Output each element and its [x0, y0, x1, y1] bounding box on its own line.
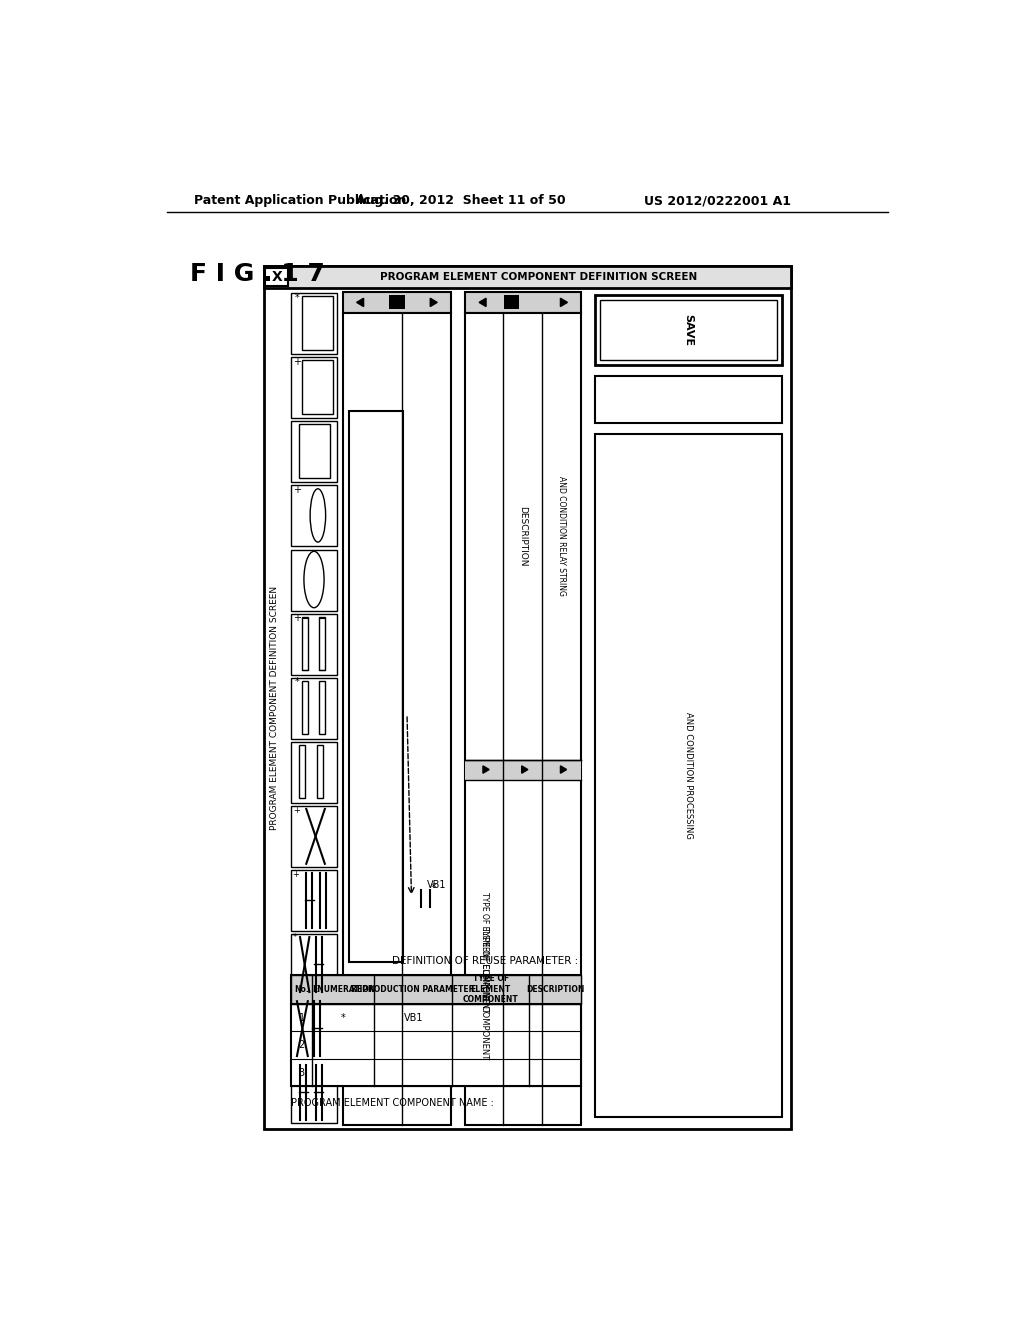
Bar — [595, 296, 782, 364]
Polygon shape — [479, 298, 486, 306]
Bar — [343, 292, 452, 313]
Text: *: * — [430, 883, 436, 894]
Text: SAVE: SAVE — [684, 314, 693, 346]
Text: AND CONDITION RELAY STRING: AND CONDITION RELAY STRING — [557, 477, 566, 597]
Bar — [302, 360, 333, 413]
Text: US 2012/0222001 A1: US 2012/0222001 A1 — [643, 194, 791, 207]
Text: +: + — [292, 870, 299, 879]
Bar — [349, 411, 403, 962]
Bar — [465, 759, 582, 780]
Text: PROGRAM ELEMENT COMPONENT NAME :: PROGRAM ELEMENT COMPONENT NAME : — [291, 1098, 494, 1109]
Bar — [302, 616, 308, 671]
Text: 2: 2 — [298, 1040, 305, 1049]
Bar — [291, 421, 337, 482]
Bar — [291, 293, 337, 354]
Bar — [291, 742, 337, 803]
Text: AND CONDITION PROCESSING: AND CONDITION PROCESSING — [684, 711, 693, 840]
Bar — [302, 681, 308, 734]
Bar — [595, 376, 782, 422]
Text: 1: 1 — [299, 1012, 305, 1023]
Bar — [318, 681, 325, 734]
Text: DESCRIPTION: DESCRIPTION — [526, 985, 585, 994]
Text: Aug. 30, 2012  Sheet 11 of 50: Aug. 30, 2012 Sheet 11 of 50 — [356, 194, 566, 207]
Text: REPRODUCTION PARAMETER: REPRODUCTION PARAMETER — [351, 985, 475, 994]
Text: +: + — [293, 484, 301, 495]
Bar — [291, 677, 337, 739]
Ellipse shape — [304, 552, 324, 607]
Bar — [302, 296, 333, 350]
Text: Patent Application Publication: Patent Application Publication — [194, 194, 407, 207]
Text: DEFINITION OF REUSE PARAMETER :: DEFINITION OF REUSE PARAMETER : — [392, 956, 579, 966]
Bar — [291, 998, 337, 1059]
Text: X: X — [271, 271, 283, 284]
Bar — [291, 974, 582, 1003]
Bar — [600, 300, 777, 360]
Bar — [299, 744, 305, 799]
Text: TYPE OF ELEMENT COMPONENT: TYPE OF ELEMENT COMPONENT — [480, 892, 488, 1012]
Text: +: + — [294, 807, 300, 814]
Text: PROGRAM ELEMENT COMPONENT DEFINITION SCREEN: PROGRAM ELEMENT COMPONENT DEFINITION SCR… — [380, 272, 697, 282]
Ellipse shape — [310, 488, 326, 543]
Bar — [595, 434, 782, 1117]
Bar — [299, 425, 330, 478]
Bar — [291, 614, 337, 675]
Text: +: + — [293, 614, 301, 623]
Text: TYPE OF ELEMENT COMPONENT: TYPE OF ELEMENT COMPONENT — [480, 925, 488, 1059]
Bar — [291, 358, 337, 418]
Bar — [291, 935, 337, 995]
Bar — [465, 313, 582, 1125]
Text: No.: No. — [294, 985, 309, 994]
Text: VB1: VB1 — [427, 880, 446, 890]
Bar — [263, 267, 791, 1129]
Text: VB1: VB1 — [403, 1012, 423, 1023]
Polygon shape — [521, 766, 528, 774]
Bar — [317, 744, 324, 799]
Polygon shape — [560, 298, 567, 306]
Text: 3: 3 — [299, 1068, 305, 1077]
Text: PROGRAM ELEMENT COMPONENT DEFINITION SCREEN: PROGRAM ELEMENT COMPONENT DEFINITION SCR… — [270, 586, 279, 830]
Text: *: * — [341, 1012, 346, 1023]
Polygon shape — [560, 766, 566, 774]
Text: +: + — [293, 356, 301, 367]
Polygon shape — [356, 298, 364, 306]
Bar — [291, 805, 337, 867]
Polygon shape — [430, 298, 437, 306]
Bar — [318, 616, 325, 671]
Bar — [343, 313, 452, 1125]
Bar — [291, 486, 337, 546]
Text: *: * — [295, 293, 299, 302]
Bar — [291, 974, 582, 1086]
Text: *: * — [293, 933, 297, 942]
Bar — [265, 268, 289, 286]
Bar — [465, 292, 582, 313]
Polygon shape — [483, 766, 489, 774]
Text: DESCRIPTION: DESCRIPTION — [518, 506, 527, 566]
Bar — [291, 1063, 337, 1123]
Bar — [291, 549, 337, 611]
Bar — [389, 296, 404, 309]
Bar — [291, 870, 337, 931]
Text: F I G . 1 7: F I G . 1 7 — [190, 261, 325, 286]
Text: *: * — [295, 677, 299, 688]
Bar — [504, 296, 519, 309]
Bar — [263, 267, 791, 288]
Text: TYPE OF
ELEMENT
COMPONENT: TYPE OF ELEMENT COMPONENT — [463, 974, 518, 1005]
Text: ENUMERATION: ENUMERATION — [311, 985, 375, 994]
